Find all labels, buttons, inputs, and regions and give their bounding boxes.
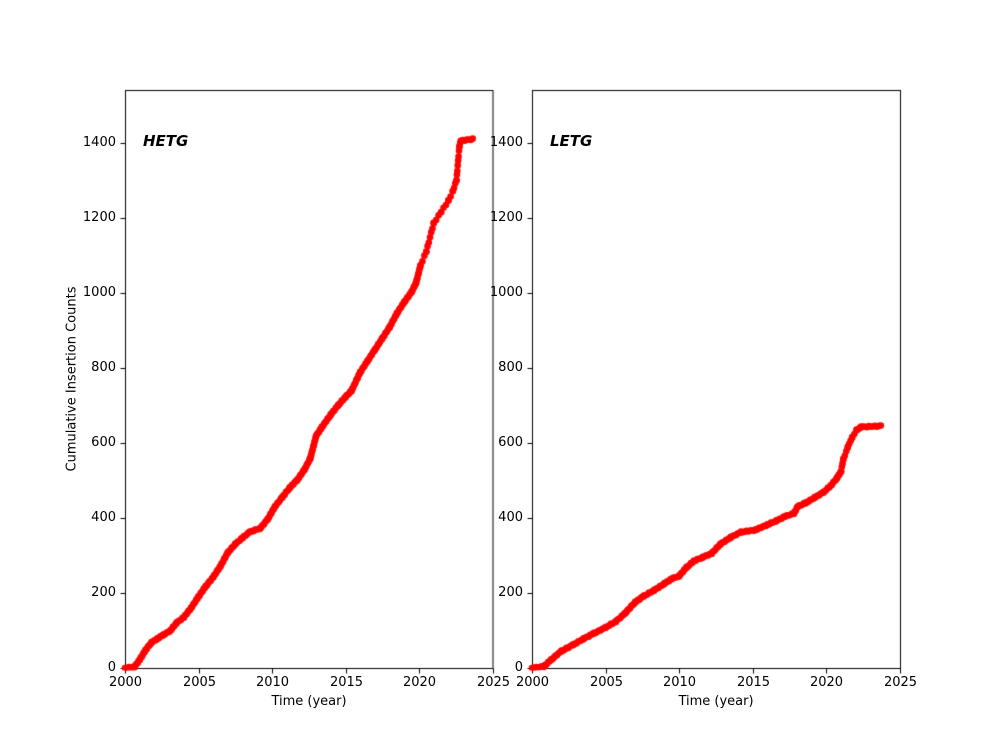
x-tick-label: 2025 [476,675,511,690]
y-tick-label: 1400 [82,135,116,150]
x-tick-label: 2015 [736,675,771,690]
y-tick-label: 600 [91,435,116,450]
y-tick-label: 200 [498,585,523,600]
y-tick-label: 0 [514,660,523,675]
x-tick-label: 2025 [883,675,918,690]
y-tick-label: 200 [91,585,116,600]
x-tick-label: 2000 [108,675,143,690]
x-tick-label: 2010 [662,675,697,690]
hetg-panel-annotation: HETG [143,132,189,150]
x-tick-label: 2010 [255,675,290,690]
x-tick-label: 2020 [402,675,437,690]
letg-panel-annotation: LETG [550,132,593,150]
y-tick-label: 1000 [82,285,116,300]
x-tick-label: 2000 [515,675,550,690]
x-tick-label: 2015 [329,675,364,690]
x-tick-label: 2005 [182,675,217,690]
y-tick-label: 1200 [82,210,116,225]
y-tick-label: 800 [91,360,116,375]
y-tick-label: 1400 [489,135,523,150]
x-tick-label: 2005 [589,675,624,690]
y-tick-label: 1200 [489,210,523,225]
y-axis-label: Cumulative Insertion Counts [64,286,80,472]
y-tick-label: 0 [107,660,116,675]
x-axis-label-hetg: Time (year) [271,694,347,709]
y-tick-label: 1000 [489,285,523,300]
x-tick-label: 2020 [809,675,844,690]
y-tick-label: 400 [91,510,116,525]
x-axis-label-letg: Time (year) [678,694,754,709]
y-tick-label: 800 [498,360,523,375]
y-tick-label: 400 [498,510,523,525]
y-tick-label: 600 [498,435,523,450]
